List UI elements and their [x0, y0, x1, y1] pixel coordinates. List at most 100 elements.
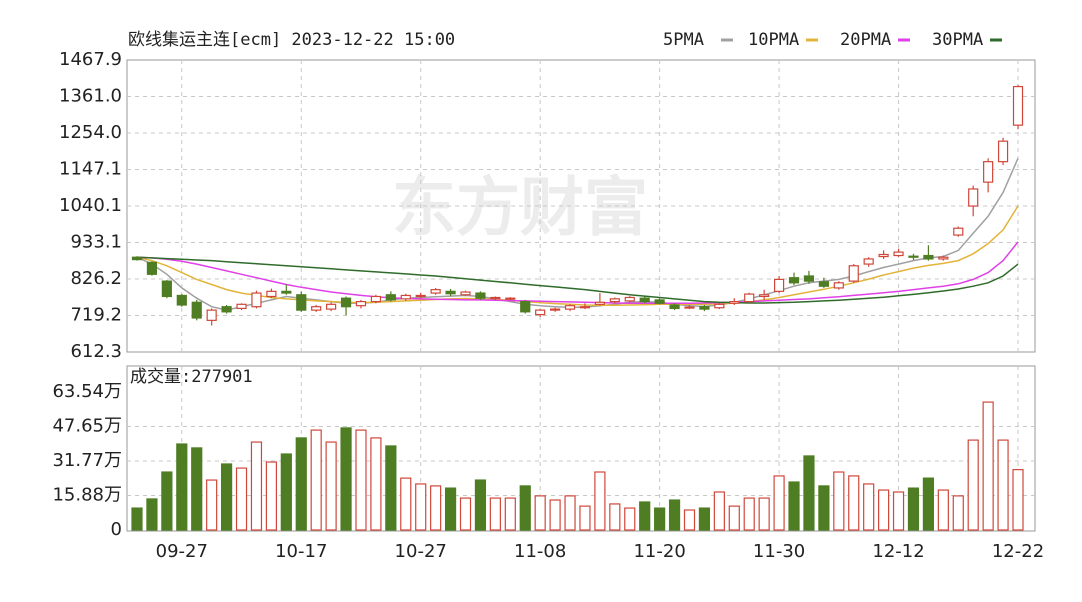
volume-bar: [459, 497, 472, 531]
volume-bar: [176, 443, 188, 531]
candle-body: [997, 140, 1009, 163]
candle-body: [594, 301, 605, 305]
candle-body: [624, 296, 635, 302]
volume-bar: [639, 501, 651, 531]
candle-body: [908, 255, 919, 258]
candle-body: [340, 297, 352, 308]
y-tick-label: 719.2: [70, 305, 122, 326]
volume-bar: [982, 401, 994, 531]
x-tick-label: 11-20: [633, 541, 685, 562]
volume-bar: [444, 487, 457, 531]
volume-bar: [952, 495, 964, 531]
volume-bar: [280, 453, 292, 531]
candle-body: [326, 303, 337, 310]
candle-body: [759, 294, 770, 298]
volume-bar: [325, 441, 337, 531]
volume-bar: [206, 479, 218, 531]
volume-bar: [579, 505, 591, 531]
candle-body: [550, 308, 561, 311]
volume-bar: [594, 471, 606, 531]
volume-frame: [126, 365, 1036, 532]
y-tick-label: 1254.0: [59, 122, 122, 143]
volume-bar: [818, 485, 830, 531]
volume-bar: [474, 479, 487, 531]
volume-bar: [848, 475, 860, 531]
volume-title: 成交量:277901: [130, 367, 253, 387]
candle-body: [505, 297, 516, 300]
volume-bar: [773, 475, 785, 531]
candle-body: [968, 188, 979, 207]
candle-body: [833, 282, 844, 289]
candle-body: [400, 294, 411, 300]
candle-body: [281, 290, 292, 294]
volume-bar: [534, 495, 546, 531]
volume-bar: [788, 481, 800, 531]
candle-body: [161, 280, 172, 298]
candle-body: [311, 306, 322, 311]
candle-body: [699, 306, 710, 310]
legend-label: 5PMA: [663, 30, 704, 50]
volume-bar: [863, 483, 875, 531]
candle-body: [714, 303, 725, 309]
candle-body: [385, 294, 396, 301]
volume-bar: [758, 497, 770, 531]
candle-body: [415, 294, 426, 298]
candle-body: [654, 299, 665, 304]
x-tick-label: 12-12: [872, 541, 924, 562]
candle-body: [938, 256, 949, 260]
candle-body: [430, 289, 441, 294]
candle-body: [564, 305, 576, 310]
volume-bar: [713, 491, 725, 531]
candle-body: [684, 306, 695, 309]
volume-bar: [504, 497, 516, 531]
candle-body: [579, 306, 591, 309]
volume-bar: [892, 491, 905, 531]
x-tick-label: 09-27: [156, 541, 208, 562]
volume-bar: [728, 505, 740, 531]
candle-body: [893, 251, 904, 257]
volume-bar: [878, 489, 890, 531]
y-tick-label: 31.77万: [52, 450, 122, 471]
y-tick-label: 612.3: [70, 341, 122, 362]
candle-body: [848, 265, 859, 282]
volume-bar: [400, 477, 412, 531]
watermark: 东方财富: [392, 172, 648, 246]
x-tick-label: 11-30: [753, 541, 805, 562]
y-tick-label: 826.2: [70, 268, 122, 289]
candle-body: [639, 297, 650, 303]
ma-line: [136, 205, 1019, 307]
candle-body: [206, 309, 217, 321]
y-tick-label: 0: [111, 519, 122, 540]
volume-bar: [295, 437, 307, 531]
legend-label: 10PMA: [748, 30, 799, 50]
candle-body: [176, 294, 187, 306]
candle-body: [878, 253, 889, 258]
volume-bar: [415, 483, 427, 531]
volume-bar: [549, 499, 561, 531]
volume-bar: [161, 471, 173, 531]
y-tick-label: 1040.1: [59, 195, 122, 216]
y-tick-label: 1147.1: [59, 158, 122, 179]
volume-bar: [355, 429, 367, 531]
volume-bar: [803, 455, 815, 531]
y-tick-label: 1361.0: [59, 85, 122, 106]
candle-body: [475, 292, 486, 299]
candle-body: [729, 300, 740, 304]
volume-bar: [997, 439, 1009, 531]
volume-bar: [743, 497, 755, 531]
volume-bar: [519, 485, 531, 531]
volume-bar: [146, 498, 158, 531]
candle-body: [221, 306, 232, 313]
candle-body: [370, 295, 382, 303]
x-tick-label: 10-27: [395, 541, 447, 562]
volume-bar: [833, 471, 845, 531]
volume-bar: [131, 507, 143, 531]
candle-body: [669, 304, 680, 310]
volume-bar: [265, 461, 277, 531]
y-tick-label: 63.54万: [52, 381, 122, 402]
legend-label: 30PMA: [932, 30, 983, 50]
candle-body: [191, 301, 202, 319]
candle-body: [535, 309, 546, 316]
volume-bar: [609, 503, 621, 531]
volume-bar: [967, 439, 979, 531]
